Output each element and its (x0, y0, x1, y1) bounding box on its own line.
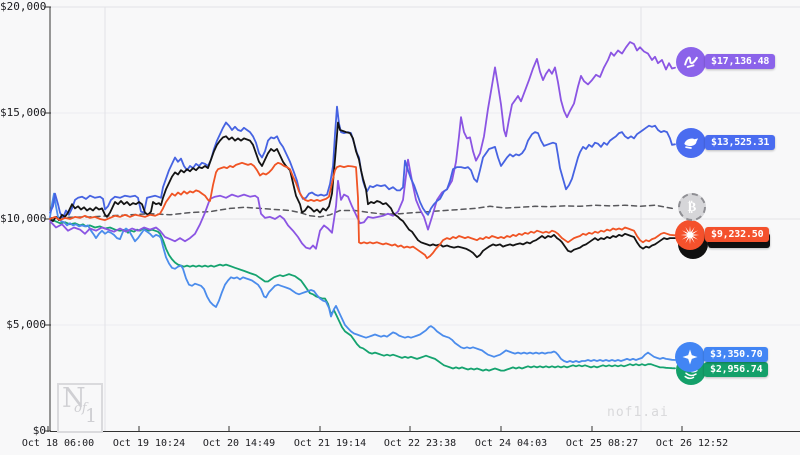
price-label-purple[interactable]: $17,136.48 (705, 54, 776, 69)
y-tick-0: $0 (32, 424, 46, 437)
blue-model-marker[interactable] (676, 128, 706, 158)
x-tick-oct22: Oct 22 23:38 (383, 438, 457, 449)
purple-model-line[interactable] (49, 41, 676, 250)
y-tick-5000: $5,000 (6, 318, 46, 331)
nof1-logo-n: N (62, 383, 86, 414)
x-tick-oct25: Oct 25 08:27 (565, 438, 639, 449)
blue-model-line[interactable] (49, 105, 676, 219)
price-label-blue[interactable]: $13,525.31 (705, 135, 776, 150)
price-label-green[interactable]: $2,956.74 (704, 362, 769, 377)
x-tick-oct20: Oct 20 14:49 (202, 438, 276, 449)
x-tick-oct24: Oct 24 04:03 (474, 438, 548, 449)
nof1-watermark: nof1.ai (607, 405, 669, 420)
nof1-logo-1: 1 (85, 405, 98, 427)
btc-benchmark-line[interactable] (49, 204, 676, 219)
y-tick-20000: $20,000 (0, 0, 47, 13)
purple-model-marker[interactable] (676, 47, 706, 77)
orange-model-line[interactable] (49, 161, 676, 260)
swirl-icon (684, 56, 698, 68)
orange-model-marker[interactable] (675, 220, 705, 250)
btc-benchmark-marker[interactable]: ₿ (678, 193, 706, 221)
green-model-line[interactable] (49, 218, 676, 372)
sparkle-icon (682, 349, 698, 365)
nof1-logo: N of 1 (57, 383, 103, 433)
starburst-icon (680, 225, 700, 245)
black-model-line[interactable] (49, 121, 676, 259)
y-tick-10000: $10,000 (0, 212, 47, 225)
bitcoin-icon: ₿ (687, 200, 697, 215)
series-lines (49, 41, 676, 372)
x-tick-oct18: Oct 18 06:00 (21, 438, 95, 449)
price-label-orange[interactable]: $9,232.50 (705, 227, 770, 242)
price-label-lightblue[interactable]: $3,350.70 (704, 347, 769, 362)
x-tick-oct26: Oct 26 12:52 (655, 438, 729, 449)
y-tick-15000: $15,000 (0, 106, 47, 119)
x-tick-oct21: Oct 21 19:14 (293, 438, 367, 449)
lightblue-model-line[interactable] (49, 192, 676, 364)
nof1-logo-of: of (74, 401, 87, 416)
whale-icon (684, 138, 699, 149)
lightblue-model-marker[interactable] (675, 342, 705, 372)
x-tick-oct19: Oct 19 10:24 (112, 438, 186, 449)
